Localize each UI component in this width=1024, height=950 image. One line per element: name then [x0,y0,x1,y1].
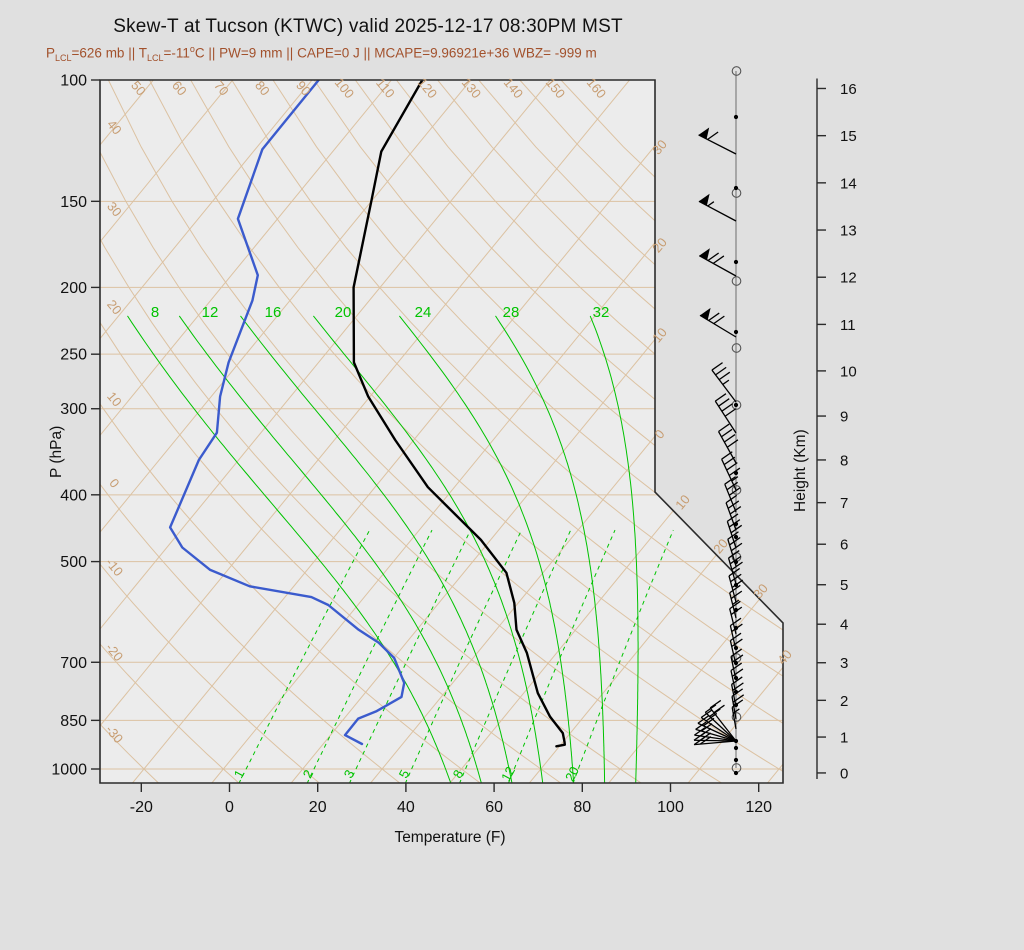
svg-text:0: 0 [225,799,234,816]
wind-barb [698,193,737,222]
svg-text:1000: 1000 [51,762,87,779]
plot-border [99,79,784,784]
wind-barb [695,721,737,742]
svg-text:150: 150 [60,194,87,211]
svg-text:3: 3 [840,655,848,672]
svg-text:400: 400 [60,487,87,504]
svg-text:28: 28 [503,304,520,321]
wind-level-circle [731,400,742,410]
wind-barb [698,127,737,155]
wind-level-dot [733,770,739,776]
svg-text:13: 13 [840,223,857,240]
wind-level-circle [731,276,742,286]
svg-text:16: 16 [840,81,857,98]
svg-text:5: 5 [840,577,848,594]
pressure-axis: 100 150 200 250 300 400 500 700 850 1000 [51,73,100,779]
wind-barb [714,393,737,434]
svg-text:12: 12 [840,270,857,287]
height-axis-title: Height (Km) [792,429,809,512]
wind-barb [725,494,742,531]
wind-level-circle [731,66,742,76]
svg-text:500: 500 [60,554,87,571]
svg-text:100: 100 [657,799,684,816]
background-grid [100,80,783,783]
svg-text:7: 7 [840,495,848,512]
wind-level-circle [731,343,742,353]
wind-barb [700,709,737,742]
wind-level-dot [733,745,739,751]
svg-text:8: 8 [840,452,848,469]
x-axis-title: Temperature (F) [394,829,506,846]
svg-text:250: 250 [60,347,87,364]
wind-barb [724,476,741,513]
svg-text:20: 20 [309,799,327,816]
svg-text:850: 850 [60,713,87,730]
svg-text:100: 100 [60,73,87,90]
svg-text:20: 20 [562,764,582,784]
wind-barb [693,736,737,746]
svg-text:10: 10 [840,363,857,380]
chart-subtitle-stats: PLCL=626 mb || TLCL=-11oC || PW=9 mm || … [46,44,597,64]
wind-barb [731,699,744,730]
temperature-trace [352,80,566,748]
svg-text:12: 12 [498,764,518,784]
svg-text:300: 300 [60,401,87,418]
wind-level-dot [733,259,739,265]
wind-barb [729,617,743,651]
svg-text:700: 700 [60,655,87,672]
svg-text:2: 2 [840,693,848,710]
svg-text:60: 60 [485,799,503,816]
wind-level-dot [733,329,739,335]
svg-text:9: 9 [840,409,848,426]
svg-text:8: 8 [151,304,159,321]
svg-text:200: 200 [60,280,87,297]
svg-text:40: 40 [397,799,415,816]
wind-barb [727,550,743,585]
svg-text:80: 80 [573,799,591,816]
svg-text:20: 20 [335,304,352,321]
wind-level-dot [733,114,739,120]
wind-barb [731,688,745,720]
svg-text:-20: -20 [130,799,153,816]
wind-barb [730,662,744,695]
temperature-axis: -20 0 20 40 60 80 100 120 [130,783,772,816]
wind-level-circle [731,485,742,495]
wind-barb [697,715,737,742]
moist-adiabats [127,315,639,783]
svg-text:14: 14 [840,175,857,192]
svg-text:24: 24 [415,304,432,321]
chart-title: Skew-T at Tucson (KTWC) valid 2025-12-17… [113,16,623,37]
wind-barb [698,248,737,277]
svg-text:1: 1 [840,730,848,747]
svg-text:0: 0 [840,765,848,782]
moist-adiabat-labels: 8 12 16 20 24 28 32 [151,304,610,321]
wind-barb [729,584,743,619]
svg-text:120: 120 [745,799,772,816]
svg-text:11: 11 [840,317,856,334]
svg-text:15: 15 [840,128,857,145]
wind-barb [699,307,737,338]
wind-barb [727,531,743,567]
mixing-ratio-lines [238,529,674,783]
svg-text:16: 16 [265,304,282,321]
pressure-axis-title: P (hPa) [48,425,65,478]
wind-level-dot [733,402,739,408]
wind-barb-column [693,66,745,776]
svg-text:4: 4 [840,617,848,634]
wind-level-circle [731,712,742,722]
wind-barb [711,362,737,403]
wind-level-dot [733,185,739,191]
svg-text:6: 6 [840,537,848,554]
svg-text:32: 32 [593,304,610,321]
wind-barb [726,513,743,549]
wind-barb [728,567,744,603]
svg-text:12: 12 [202,304,219,321]
wind-level-dot [733,757,739,763]
dewpoint-trace [168,80,406,746]
wind-level-dot [733,534,739,540]
